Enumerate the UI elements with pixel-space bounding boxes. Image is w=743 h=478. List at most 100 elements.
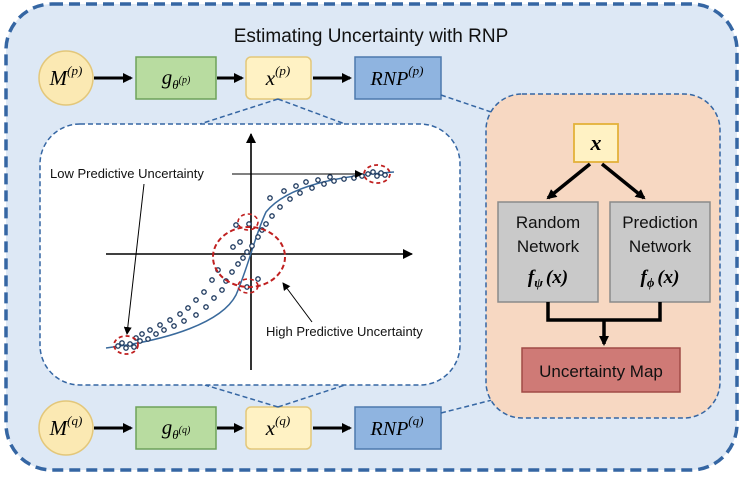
uncertainty-circle-lower-small <box>237 278 259 294</box>
low-uncertainty-pointer-down <box>123 183 145 335</box>
data-point <box>269 213 275 219</box>
data-point <box>303 179 309 185</box>
prediction-network-line1: Prediction <box>622 213 698 232</box>
rnp-label-bottom: RNP(q) <box>370 413 424 440</box>
data-point <box>203 304 209 310</box>
data-point <box>193 312 199 318</box>
rnp-label-top: RNP(p) <box>370 63 424 90</box>
data-point <box>267 195 273 201</box>
data-point <box>327 174 333 180</box>
prediction-network-line2: Network <box>629 237 692 256</box>
sample-label-top: x(p) <box>265 63 291 90</box>
data-point <box>219 287 225 293</box>
input-x-label: x <box>590 130 602 155</box>
data-point <box>115 343 121 349</box>
data-point <box>246 221 252 227</box>
rnp-detail-panel <box>485 93 721 419</box>
data-point <box>167 317 173 323</box>
rnp-box-bottom <box>354 406 442 450</box>
model-node-top <box>38 50 94 106</box>
uncertainty-map-box <box>521 347 681 393</box>
high-uncertainty-pointer <box>282 282 313 323</box>
data-point <box>365 171 371 177</box>
data-point <box>331 178 337 184</box>
random-network-line1: Random <box>516 213 580 232</box>
data-point <box>297 190 303 196</box>
data-point <box>341 176 347 182</box>
data-point <box>147 327 153 333</box>
data-point <box>137 338 143 344</box>
uncertainty-map-label: Uncertainty Map <box>539 362 663 381</box>
data-point <box>255 234 261 240</box>
generator-label-top: gθ(p) <box>162 65 191 92</box>
data-point <box>287 196 293 202</box>
data-point <box>153 331 159 337</box>
generator-box-top <box>135 56 217 100</box>
data-point <box>145 336 151 342</box>
generator-label-bottom: gθ(q) <box>162 415 191 442</box>
data-point <box>370 169 376 175</box>
data-point <box>161 327 167 333</box>
data-point <box>244 249 250 255</box>
zoom-line-top-right <box>277 98 346 125</box>
low-uncertainty-circle-bottom <box>113 335 139 355</box>
high-uncertainty-circle-center <box>212 226 286 288</box>
data-point <box>235 261 241 267</box>
fitted-curve <box>105 171 395 349</box>
zoom-line-bottom-right <box>277 384 346 408</box>
data-point <box>309 185 315 191</box>
random-network-function: fψ (x) <box>528 267 568 290</box>
data-point <box>263 221 269 227</box>
prediction-network-box <box>609 201 711 303</box>
data-point <box>315 177 321 183</box>
data-point <box>139 331 145 337</box>
arrow-x-to-random <box>546 162 592 200</box>
sample-label-bottom: x(q) <box>265 413 291 440</box>
data-point <box>230 244 236 250</box>
data-point <box>255 276 261 282</box>
data-point <box>233 222 239 228</box>
data-point <box>293 183 299 189</box>
prediction-network-function: fϕ (x) <box>640 267 679 290</box>
model-label-bottom: M(q) <box>49 413 83 440</box>
data-point <box>119 340 125 346</box>
data-point <box>157 322 163 328</box>
data-point <box>240 255 246 261</box>
rnp-box-top <box>354 56 442 100</box>
data-point <box>249 243 255 249</box>
uncertainty-circle-upper-small <box>237 213 259 231</box>
data-point <box>193 297 199 303</box>
rnp-zoom-line-bottom <box>440 397 501 414</box>
data-point <box>351 175 357 181</box>
data-point <box>201 289 207 295</box>
data-point <box>127 341 133 347</box>
data-point <box>321 181 327 187</box>
data-point <box>177 311 183 317</box>
data-point <box>382 172 388 178</box>
arrow-x-to-prediction <box>600 162 646 200</box>
data-point <box>281 188 287 194</box>
model-label-top: M(p) <box>49 63 83 90</box>
zoom-line-bottom-left <box>204 384 279 408</box>
diagram-title: Estimating Uncertainty with RNP <box>234 26 509 47</box>
low-uncertainty-label: Low Predictive Uncertainty <box>50 166 204 181</box>
data-point <box>185 305 191 311</box>
data-point <box>171 323 177 329</box>
data-point <box>229 269 235 275</box>
data-point <box>181 318 187 324</box>
data-point <box>374 173 380 179</box>
data-point <box>209 277 215 283</box>
random-network-line2: Network <box>517 237 580 256</box>
data-point <box>123 345 129 351</box>
low-uncertainty-circle-top <box>363 164 391 184</box>
data-point <box>211 295 217 301</box>
data-point <box>237 239 243 245</box>
zoom-line-top-left <box>199 98 279 125</box>
data-point <box>131 344 137 350</box>
model-node-bottom <box>38 400 94 456</box>
data-point <box>277 204 283 210</box>
input-x-box <box>573 123 619 163</box>
high-uncertainty-label: High Predictive Uncertainty <box>266 324 423 339</box>
generator-box-bottom <box>135 406 217 450</box>
